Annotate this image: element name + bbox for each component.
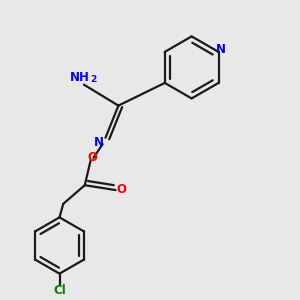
Text: N: N (216, 43, 226, 56)
Text: 2: 2 (90, 75, 96, 84)
Text: NH: NH (70, 71, 90, 84)
Text: Cl: Cl (53, 284, 66, 297)
Text: N: N (94, 136, 104, 149)
Text: O: O (88, 151, 98, 164)
Text: O: O (117, 183, 127, 196)
